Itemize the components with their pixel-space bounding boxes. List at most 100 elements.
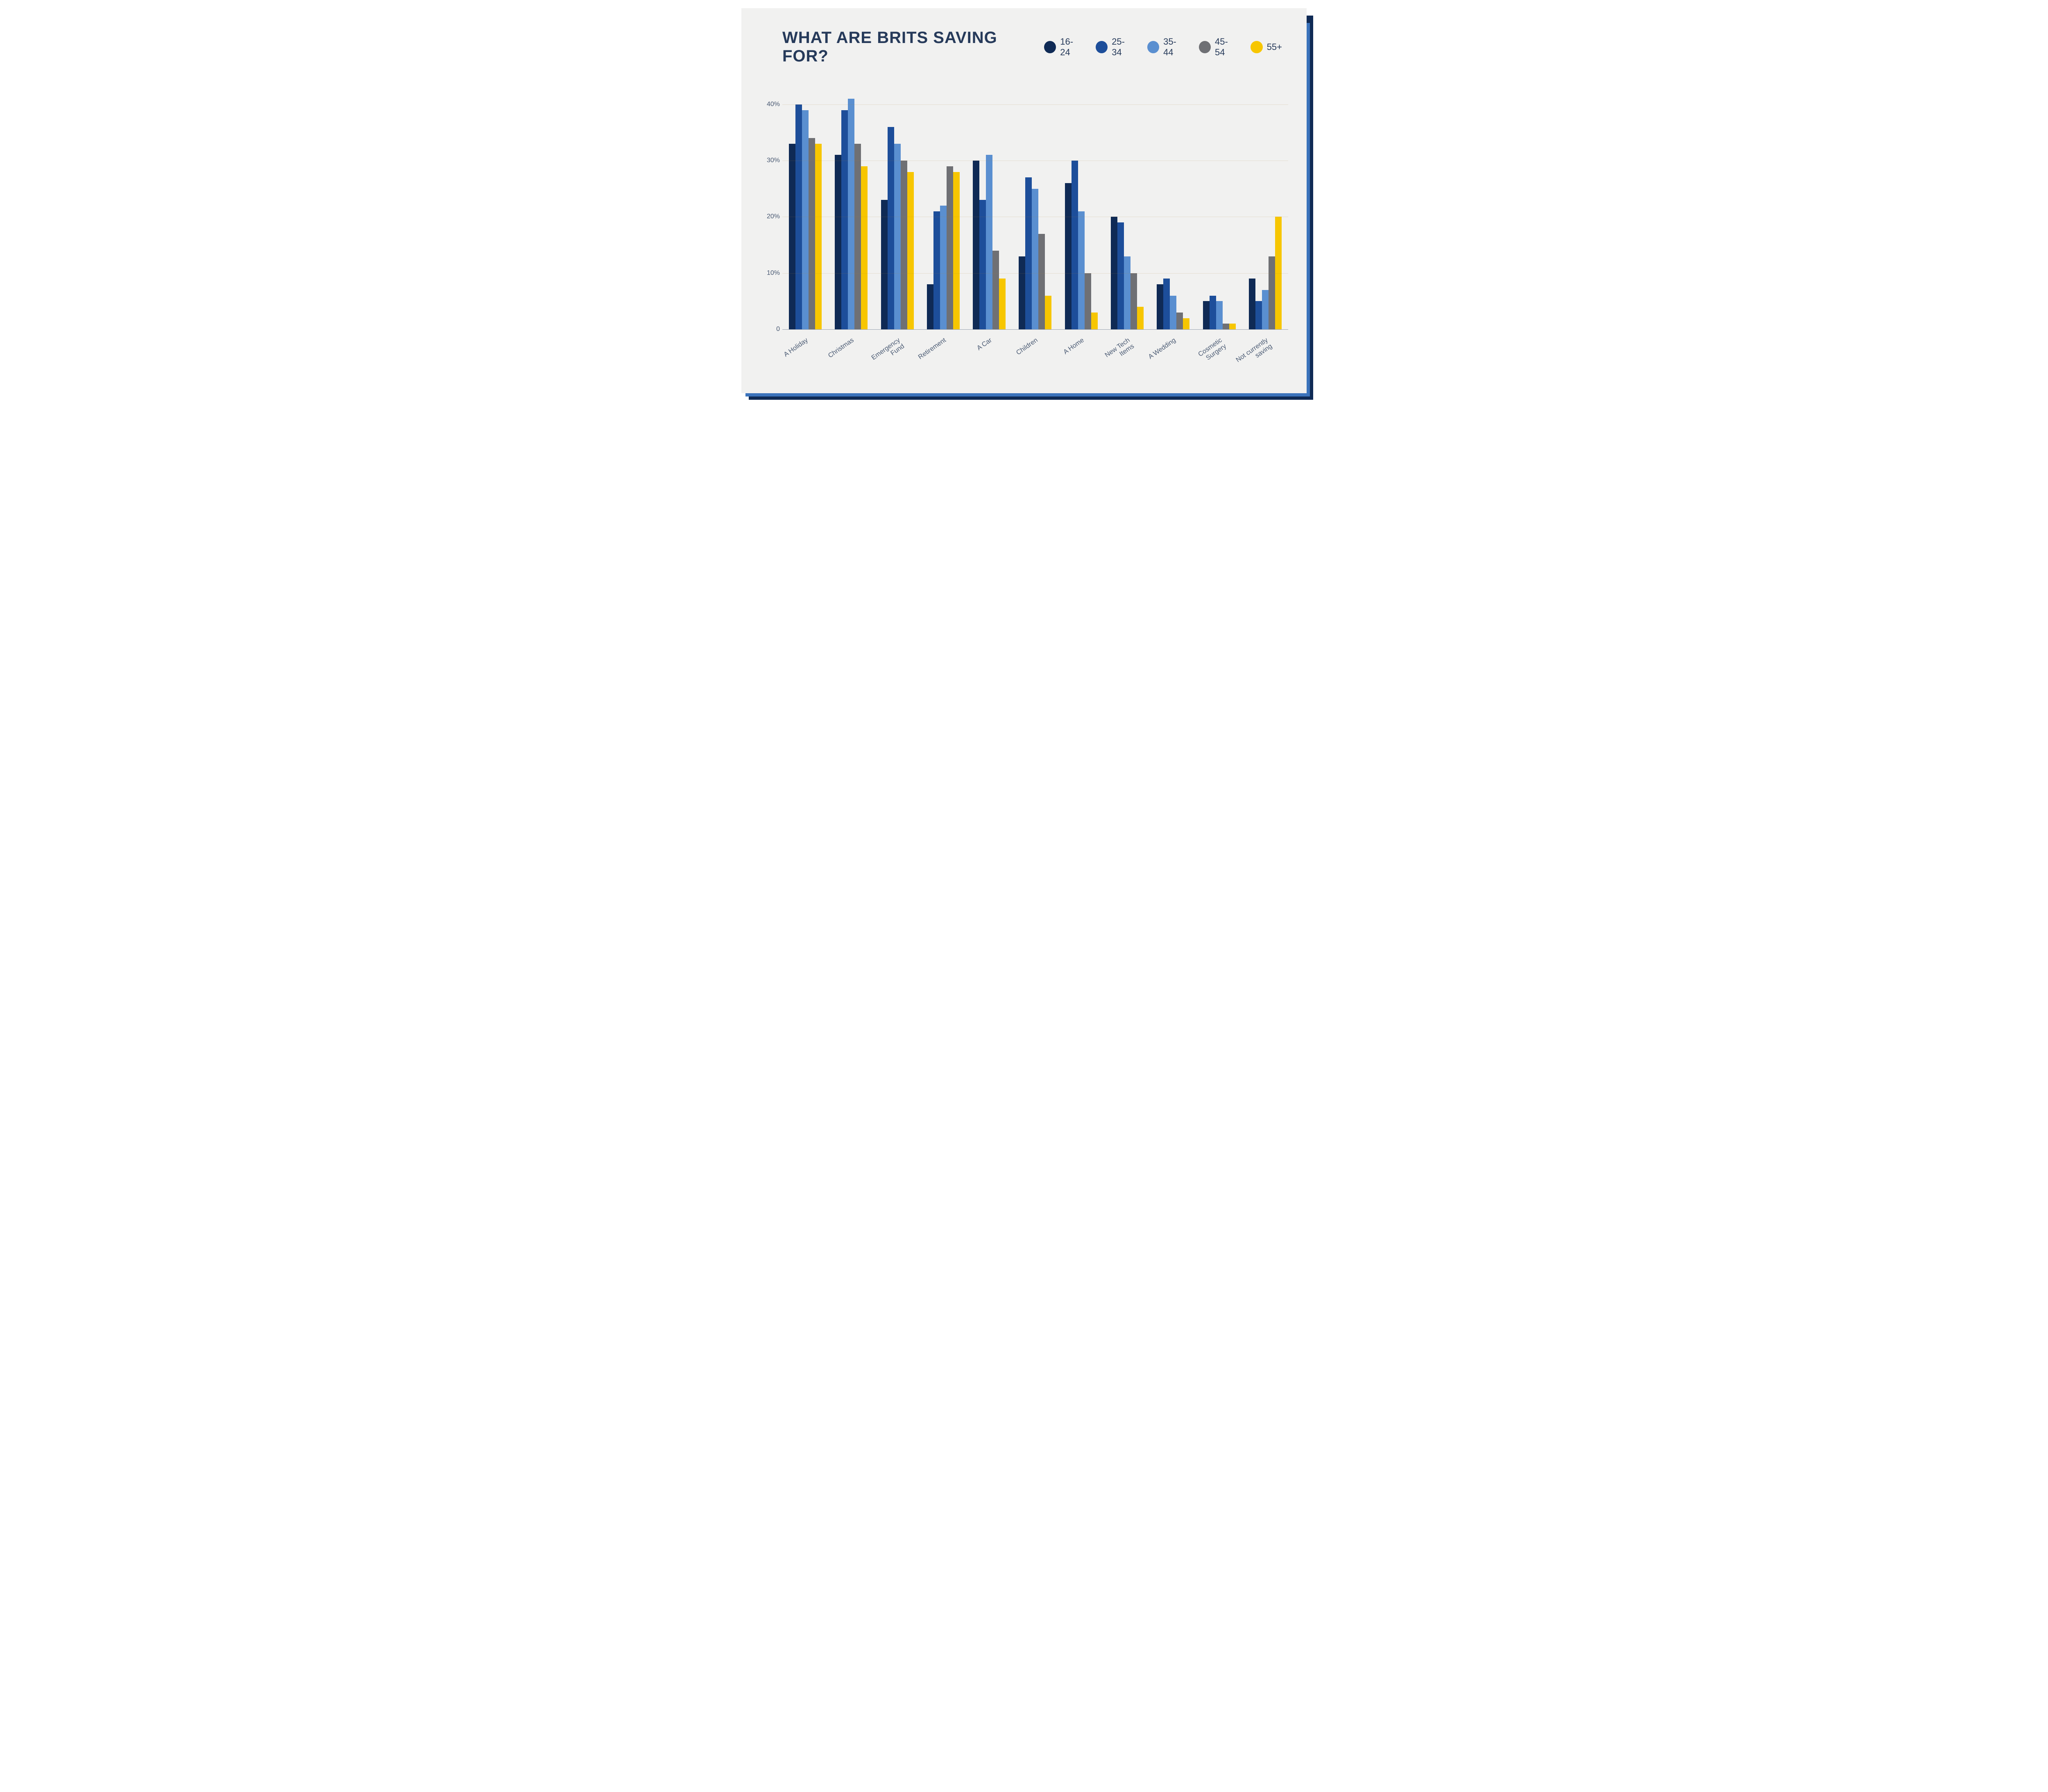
legend-item: 16-24 [1044,36,1083,58]
y-axis-tick-label: 40% [759,101,780,108]
bar [1038,234,1045,329]
bar [1255,301,1262,329]
bar [802,110,809,329]
legend-swatch [1251,41,1263,53]
y-axis-tick-label: 20% [759,213,780,220]
legend-label: 25-34 [1112,36,1134,58]
legend-item: 35-44 [1147,36,1186,58]
bar [1176,313,1183,329]
bar [815,144,822,329]
bar [809,138,815,329]
legend-item: 55+ [1251,41,1282,53]
bar [894,144,901,329]
bar [1045,296,1051,329]
bar [1025,177,1032,329]
legend-swatch [1096,41,1108,53]
bar [1163,279,1170,329]
bar [973,161,979,329]
bar [789,144,795,329]
bar [1157,284,1163,329]
bar [986,155,992,329]
x-axis-category-label: Retirement [917,337,948,361]
x-axis-category-label: A Car [976,337,993,352]
y-axis-tick-label: 30% [759,157,780,164]
x-axis-category-label: Not currently saving [1235,337,1273,370]
bar [953,172,960,329]
bar-group: Emergency Fund [874,82,920,329]
bar [835,155,841,329]
bar [1072,161,1078,329]
bar [1091,313,1098,329]
chart-plot-area: A HolidayChristmasEmergency FundRetireme… [782,82,1288,330]
bar [901,161,907,329]
bar [940,206,947,329]
bar [1170,296,1176,329]
bar [1249,279,1255,329]
bar-group: A Home [1058,82,1104,329]
legend-label: 35-44 [1163,36,1186,58]
x-axis-category-label: Children [1015,337,1040,357]
bar [848,99,854,329]
bar-group: A Car [966,82,1012,329]
bar [1130,273,1137,329]
legend-label: 55+ [1267,42,1282,52]
bar [1229,324,1236,329]
x-axis-category-label: Cosmetic Surgery [1197,337,1228,365]
bar [1183,318,1189,329]
chart-legend: 16-24 25-34 35-44 45-54 55+ [1044,36,1282,58]
y-axis-tick-label: 0 [759,326,780,333]
bar-group: Not currently saving [1242,82,1288,329]
bar [933,211,940,329]
bar [927,284,933,329]
bar [947,166,953,329]
bar [1032,189,1038,329]
bar [1223,324,1229,329]
chart-frame: WHAT ARE BRITS SAVING FOR? 16-24 25-34 35-… [741,8,1307,393]
legend-swatch [1044,41,1056,53]
bar [854,144,861,329]
gridline [782,273,1288,274]
y-axis-tick-label: 10% [759,270,780,277]
bar-group: Cosmetic Surgery [1196,82,1242,329]
bar [1124,256,1130,329]
x-axis-category-label: A Wedding [1147,337,1178,361]
gridline [782,104,1288,105]
bar [1210,296,1216,329]
bar [1216,301,1223,329]
bar-group: New Tech Items [1104,82,1150,329]
bar [907,172,914,329]
bar [979,200,986,329]
bar [1269,256,1275,329]
x-axis-category-label: A Home [1062,337,1085,356]
bar [861,166,868,329]
chart-header: WHAT ARE BRITS SAVING FOR? 16-24 25-34 35-… [782,29,1282,66]
legend-swatch [1199,41,1211,53]
bar-group: Children [1012,82,1058,329]
legend-label: 16-24 [1060,36,1083,58]
bar [992,251,999,329]
chart-panel: WHAT ARE BRITS SAVING FOR? 16-24 25-34 35-… [741,8,1307,393]
bar [1078,211,1085,329]
bar [881,200,888,329]
chart-bar-groups: A HolidayChristmasEmergency FundRetireme… [782,82,1288,329]
bar-group: Retirement [920,82,966,329]
bar-group: Christmas [828,82,874,329]
bar [1019,256,1025,329]
chart-title: WHAT ARE BRITS SAVING FOR? [782,29,1044,66]
bar-group: A Holiday [782,82,828,329]
bar [1203,301,1210,329]
x-axis-category-label: Emergency Fund [870,337,906,368]
bar [1117,222,1124,329]
legend-item: 25-34 [1096,36,1134,58]
legend-swatch [1147,41,1159,53]
bar [888,127,894,329]
bar [1065,183,1072,329]
x-axis-category-label: New Tech Items [1104,337,1136,365]
bar [1137,307,1144,329]
legend-item: 45-54 [1199,36,1237,58]
bar [1262,290,1269,329]
bar [1085,273,1091,329]
bar-group: A Wedding [1150,82,1196,329]
bar [999,279,1006,329]
x-axis-category-label: Christmas [827,337,856,360]
